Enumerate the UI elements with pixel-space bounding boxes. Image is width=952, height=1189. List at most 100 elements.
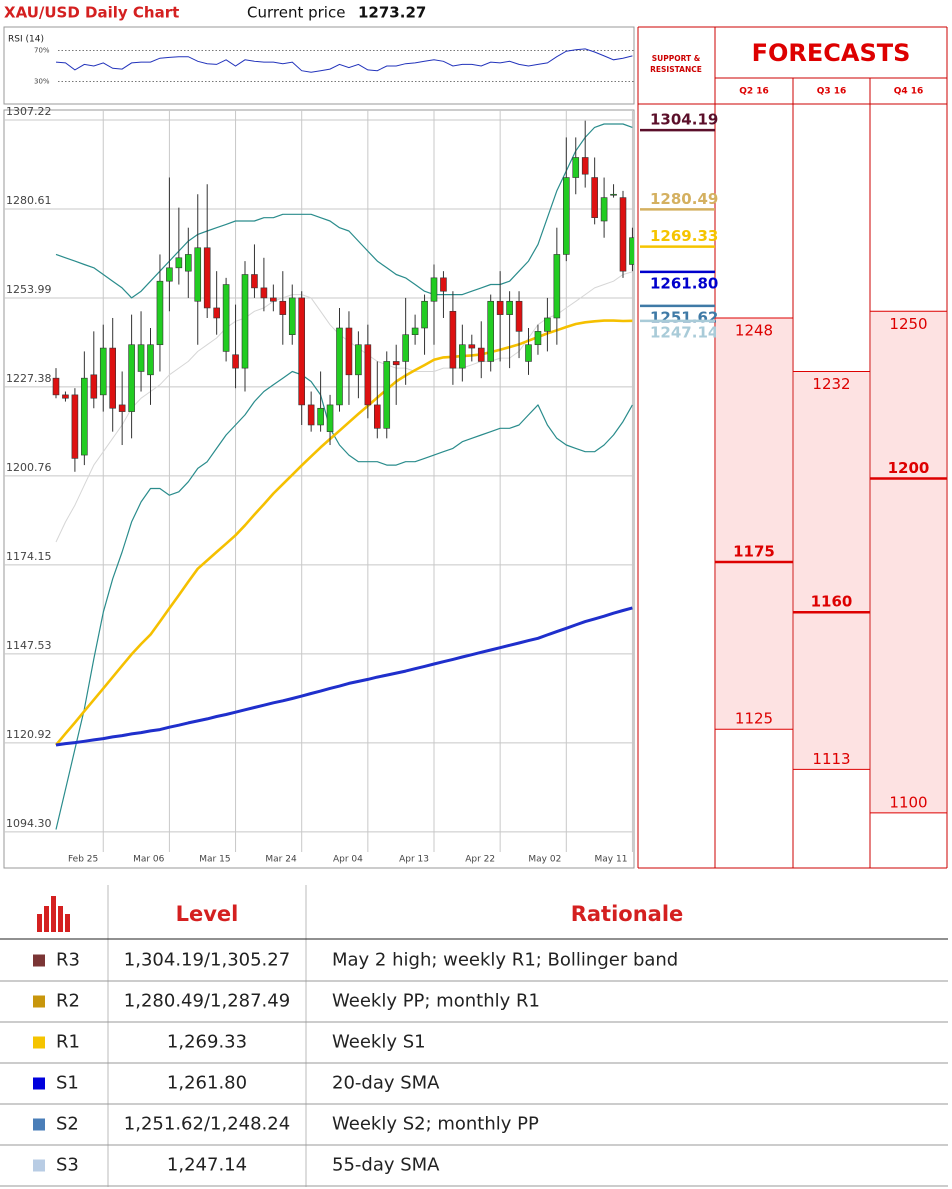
row-level: 1,280.49/1,287.49	[124, 991, 290, 1012]
candle-body	[440, 277, 447, 292]
forecast-mid-label: 1200	[888, 459, 930, 477]
candle-body	[525, 344, 532, 362]
candle-body	[544, 317, 551, 332]
candle-body	[279, 300, 287, 315]
table-header: Level	[176, 902, 239, 926]
forecast-high-label: 1232	[812, 375, 850, 393]
candle-body	[307, 404, 315, 426]
level-label: 1304.19	[650, 111, 718, 129]
row-rationale: May 2 high; weekly R1; Bollinger band	[332, 950, 678, 971]
rsi-layer	[55, 48, 634, 83]
x-tick-label: Apr 22	[465, 855, 495, 865]
x-tick-label: Mar 24	[265, 855, 297, 865]
row-rationale: Weekly S2; monthly PP	[332, 1114, 539, 1135]
row-rationale: 20-day SMA	[332, 1073, 440, 1094]
sr-title: RESISTANCE	[650, 65, 702, 74]
candle-body	[553, 254, 561, 319]
candle-body	[137, 344, 145, 372]
row-rationale: Weekly PP; monthly R1	[332, 991, 540, 1012]
quarter-label: Q2 16	[739, 87, 769, 97]
candle-body	[534, 331, 542, 346]
candle-body	[496, 300, 504, 315]
level-swatch	[33, 1118, 45, 1131]
candle-body	[185, 254, 192, 272]
candle-body	[232, 354, 239, 369]
row-code: S2	[56, 1114, 79, 1135]
x-tick-label: Apr 04	[333, 855, 363, 865]
rsi-title: RSI (14)	[8, 35, 44, 45]
forecast-range	[716, 317, 792, 730]
row-code: S3	[56, 1155, 79, 1176]
forecast-title: FORECASTS	[752, 39, 911, 67]
row-rationale: Weekly S1	[332, 1032, 426, 1053]
candle-body	[487, 300, 495, 362]
indicator-line	[55, 370, 633, 830]
y-tick-label: 1200.76	[6, 461, 52, 474]
candle-body	[421, 300, 428, 329]
forecast-low-label: 1125	[735, 710, 773, 728]
candle-body	[619, 197, 627, 272]
forecast-high-label: 1248	[735, 321, 773, 339]
candle-body	[515, 300, 523, 332]
candle-body	[52, 377, 60, 396]
candle-body	[81, 377, 88, 456]
level-label: 1269.33	[650, 227, 718, 245]
plot-layer	[4, 110, 634, 852]
row-level: 1,269.33	[167, 1032, 247, 1053]
forecast-range	[871, 311, 946, 813]
candle-body	[449, 310, 457, 369]
y-tick-label: 1227.38	[6, 372, 52, 385]
forecast-mid-label: 1175	[733, 543, 775, 561]
level-label: 1261.80	[650, 274, 718, 292]
row-level: 1,251.62/1,248.24	[124, 1114, 290, 1135]
row-code: R2	[56, 991, 80, 1012]
x-tick-label: May 11	[595, 855, 628, 865]
candle-body	[468, 344, 476, 349]
forecast-low-label: 1113	[812, 750, 850, 768]
rsi-panel	[3, 26, 635, 105]
row-level: 1,247.14	[167, 1155, 247, 1176]
candle-body	[402, 334, 409, 362]
candle-body	[90, 374, 98, 399]
forecast-high-label: 1250	[889, 315, 927, 333]
forecast-range	[794, 371, 869, 770]
candle-body	[260, 287, 268, 299]
candle-body	[62, 394, 69, 399]
level-swatch	[33, 1036, 45, 1049]
candle-body	[175, 257, 183, 269]
candle-body	[459, 344, 466, 369]
y-tick-label: 70%	[34, 46, 50, 54]
y-tick-label: 1253.99	[6, 283, 52, 296]
candle-body	[383, 361, 391, 429]
y-tick-label: 1307.22	[6, 105, 52, 118]
quarter-label: Q4 16	[894, 87, 924, 97]
candle-body	[591, 177, 598, 218]
y-tick-label: 1147.53	[6, 639, 52, 652]
candle-body	[270, 297, 277, 302]
y-tick-label: 1280.61	[6, 194, 52, 207]
candle-body	[364, 344, 372, 406]
sr-title: SUPPORT &	[652, 54, 701, 63]
candle-body	[506, 300, 513, 315]
candle-body	[298, 297, 306, 406]
candle-body	[355, 344, 362, 376]
candle-body	[241, 274, 249, 369]
candle-body	[203, 247, 211, 309]
row-level: 1,261.80	[167, 1073, 247, 1094]
x-tick-label: Mar 15	[199, 855, 230, 865]
table-header: Rationale	[571, 902, 684, 926]
candle-body	[213, 307, 220, 319]
candle-body	[222, 284, 230, 352]
candle-body	[600, 197, 608, 222]
chart-title: XAU/USD Daily Chart	[4, 4, 179, 22]
row-level: 1,304.19/1,305.27	[124, 950, 290, 971]
candle-body	[166, 267, 173, 282]
candle-body	[288, 297, 296, 335]
level-label: 1280.49	[650, 190, 718, 208]
y-tick-label: 1094.30	[6, 817, 52, 830]
candle-body	[147, 344, 154, 376]
quarter-label: Q3 16	[817, 87, 847, 97]
table-icon	[37, 896, 70, 932]
